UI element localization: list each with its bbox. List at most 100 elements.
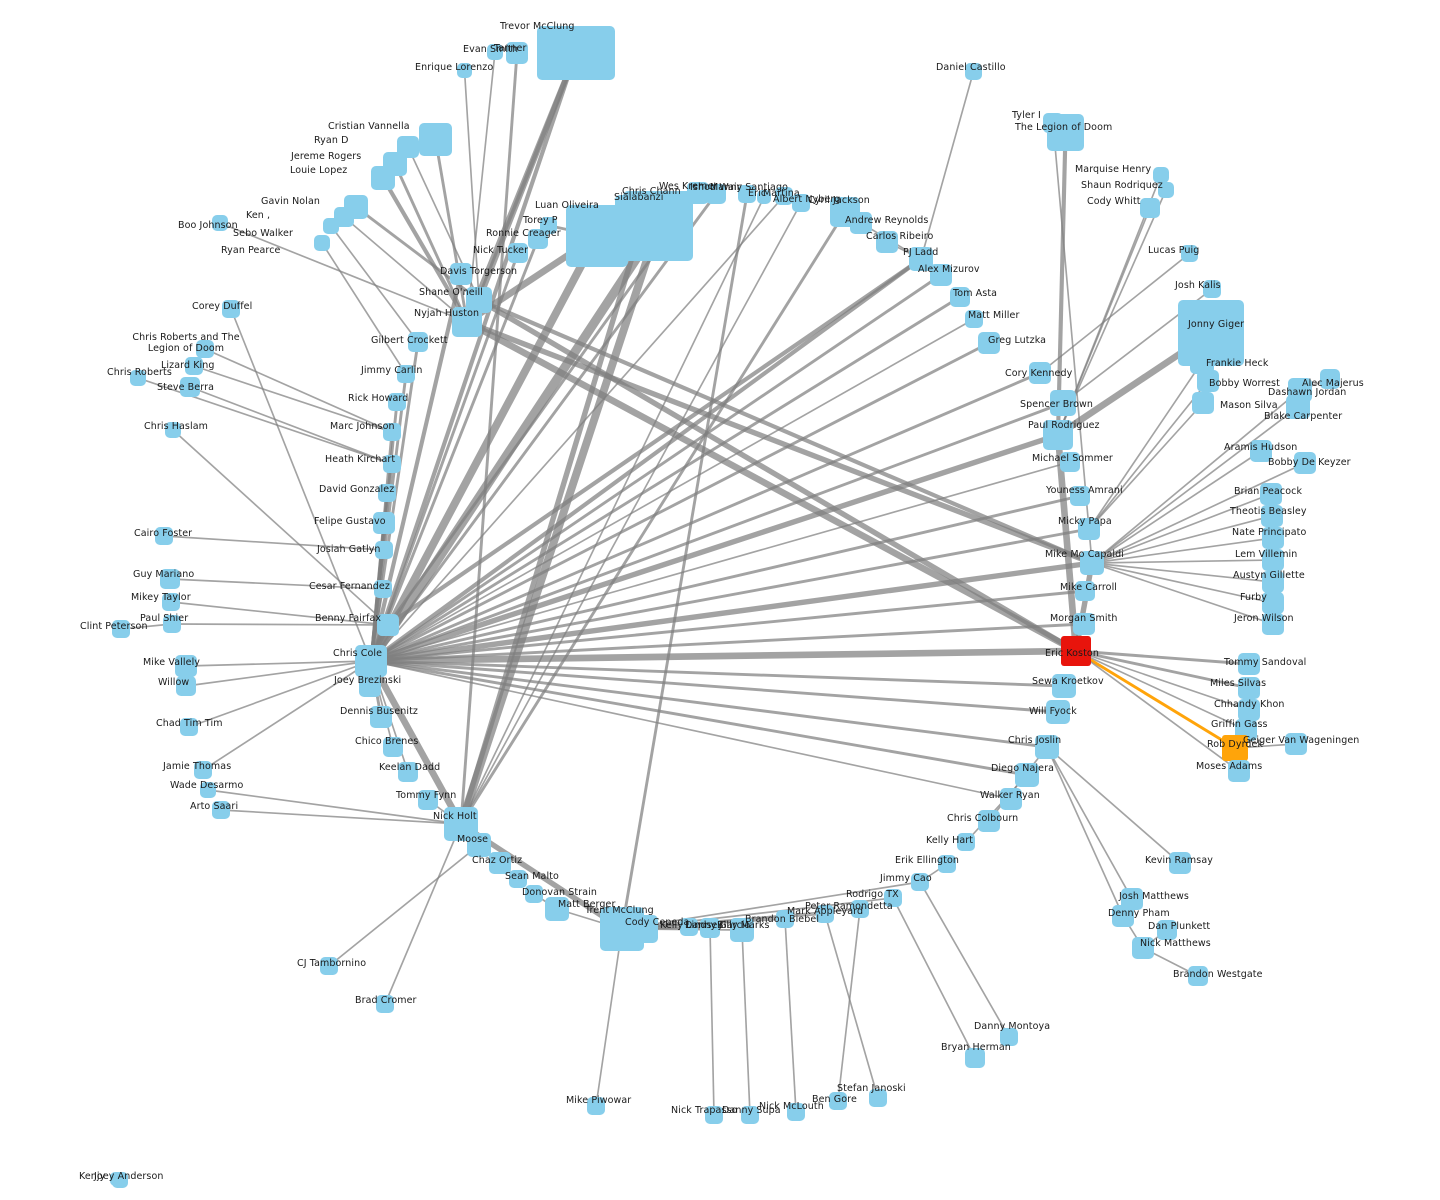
graph-node[interactable]	[1046, 700, 1070, 724]
graph-node[interactable]	[1262, 527, 1284, 549]
graph-node[interactable]	[373, 512, 395, 534]
graph-node[interactable]	[775, 187, 793, 205]
graph-node[interactable]	[1203, 280, 1221, 298]
graph-node[interactable]	[163, 615, 181, 633]
graph-node[interactable]	[212, 801, 230, 819]
graph-node[interactable]	[776, 910, 794, 928]
graph-node[interactable]	[1060, 452, 1080, 472]
graph-node[interactable]	[615, 195, 670, 250]
graph-node[interactable]	[1261, 505, 1283, 527]
graph-node[interactable]	[757, 190, 771, 204]
graph-node[interactable]	[911, 873, 929, 891]
graph-node[interactable]	[457, 63, 472, 78]
graph-node[interactable]	[978, 332, 1000, 354]
graph-node[interactable]	[334, 207, 354, 227]
graph-node[interactable]	[320, 957, 338, 975]
graph-node[interactable]	[738, 185, 756, 203]
graph-node[interactable]	[314, 235, 330, 251]
graph-node[interactable]	[370, 706, 392, 728]
graph-node[interactable]	[1052, 674, 1076, 698]
graph-node[interactable]	[1262, 549, 1284, 571]
graph-node[interactable]	[1140, 198, 1160, 218]
graph-node[interactable]	[383, 455, 401, 473]
graph-node[interactable]	[130, 370, 146, 386]
graph-node[interactable]	[212, 215, 228, 231]
graph-node[interactable]	[1047, 114, 1084, 151]
graph-node[interactable]	[680, 918, 698, 936]
graph-node[interactable]	[1181, 245, 1198, 262]
graph-node[interactable]	[1294, 452, 1316, 474]
graph-node[interactable]	[112, 1172, 128, 1188]
graph-node[interactable]	[950, 287, 970, 307]
graph-node[interactable]	[1250, 440, 1272, 462]
graph-node[interactable]	[419, 123, 452, 156]
graph-node[interactable]	[1158, 182, 1174, 198]
graph-node[interactable]	[222, 300, 240, 318]
graph-node[interactable]	[730, 918, 754, 942]
graph-node[interactable]	[487, 44, 503, 60]
graph-node[interactable]	[176, 676, 196, 696]
graph-node[interactable]	[1192, 392, 1214, 414]
graph-node[interactable]	[930, 264, 952, 286]
graph-node[interactable]	[383, 737, 403, 757]
graph-node[interactable]	[1061, 636, 1091, 666]
graph-node[interactable]	[938, 855, 956, 873]
graph-node[interactable]	[876, 231, 898, 253]
graph-node[interactable]	[1260, 483, 1282, 505]
graph-node[interactable]	[506, 42, 528, 64]
graph-node[interactable]	[965, 1048, 985, 1068]
graph-node[interactable]	[374, 580, 392, 598]
graph-node[interactable]	[165, 422, 181, 438]
graph-node[interactable]	[1015, 763, 1039, 787]
graph-node[interactable]	[869, 1089, 887, 1107]
graph-node[interactable]	[467, 833, 491, 857]
graph-node[interactable]	[787, 1103, 805, 1121]
graph-node[interactable]	[1050, 390, 1076, 416]
graph-node[interactable]	[1188, 966, 1208, 986]
graph-node[interactable]	[509, 870, 527, 888]
graph-node[interactable]	[1262, 613, 1284, 635]
graph-node[interactable]	[371, 166, 395, 190]
graph-node[interactable]	[180, 377, 200, 397]
graph-node[interactable]	[155, 527, 173, 545]
graph-node[interactable]	[741, 1106, 759, 1124]
graph-node[interactable]	[376, 995, 394, 1013]
graph-node[interactable]	[1121, 888, 1143, 910]
graph-node[interactable]	[1157, 920, 1177, 940]
graph-node[interactable]	[1262, 592, 1284, 614]
graph-node[interactable]	[1043, 420, 1073, 450]
graph-node[interactable]	[452, 307, 482, 337]
graph-node[interactable]	[1197, 370, 1219, 392]
graph-node[interactable]	[1070, 486, 1090, 506]
graph-node[interactable]	[700, 918, 720, 938]
graph-node[interactable]	[378, 484, 396, 502]
graph-node[interactable]	[1222, 735, 1248, 761]
graph-node[interactable]	[397, 365, 415, 383]
graph-node[interactable]	[850, 212, 872, 234]
graph-node[interactable]	[687, 182, 709, 204]
graph-node[interactable]	[1132, 937, 1154, 959]
graph-node[interactable]	[1000, 788, 1022, 810]
graph-node[interactable]	[398, 762, 418, 782]
graph-node[interactable]	[408, 332, 428, 352]
graph-node[interactable]	[706, 184, 726, 204]
graph-node[interactable]	[388, 393, 406, 411]
graph-node[interactable]	[1035, 735, 1059, 759]
graph-node[interactable]	[180, 718, 198, 736]
graph-node[interactable]	[545, 897, 569, 921]
graph-node[interactable]	[1285, 733, 1307, 755]
graph-node[interactable]	[909, 247, 933, 271]
graph-node[interactable]	[528, 229, 548, 249]
graph-node[interactable]	[160, 569, 180, 589]
graph-node[interactable]	[489, 852, 511, 874]
graph-node[interactable]	[418, 790, 438, 810]
graph-node[interactable]	[978, 810, 1000, 832]
graph-node[interactable]	[1238, 699, 1260, 721]
graph-node[interactable]	[112, 620, 130, 638]
graph-node[interactable]	[508, 243, 528, 263]
graph-node[interactable]	[1112, 905, 1134, 927]
graph-node[interactable]	[185, 357, 203, 375]
graph-node[interactable]	[377, 614, 399, 636]
graph-node[interactable]	[1262, 571, 1284, 593]
